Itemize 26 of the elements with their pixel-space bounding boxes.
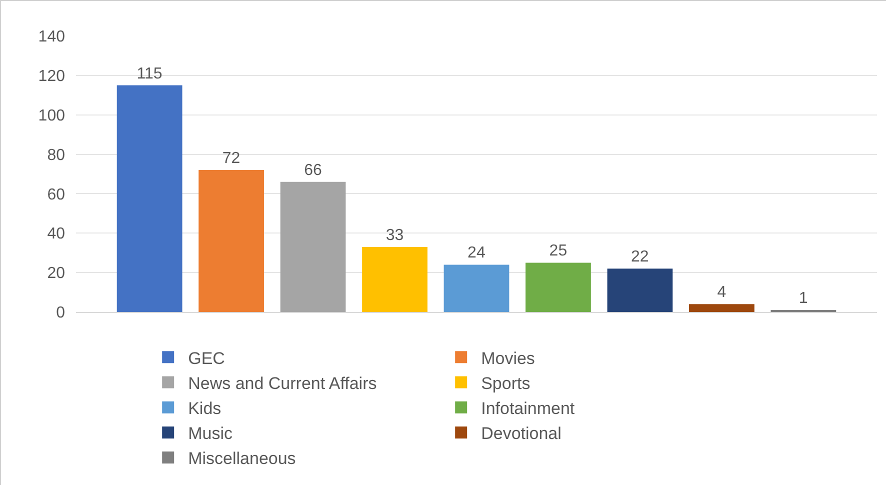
y-tick-label: 80 [47, 146, 66, 164]
data-label: 4 [717, 284, 726, 302]
legend-label: Infotainment [481, 398, 575, 418]
data-label: 22 [631, 248, 649, 266]
y-tick-label: 60 [47, 186, 66, 204]
y-tick-label: 0 [56, 304, 66, 322]
data-label: 66 [304, 162, 322, 179]
legend-label: Music [188, 424, 233, 444]
y-tick-label: 20 [47, 265, 66, 282]
data-label: 115 [136, 65, 162, 82]
data-label: 24 [468, 244, 486, 262]
data-label: 25 [549, 242, 568, 260]
legend-label: Sports [481, 374, 530, 393]
y-tick-label: 140 [38, 28, 66, 46]
legend-label: Kids [188, 398, 222, 418]
y-tick-label: 120 [38, 68, 66, 86]
legend-label: News and Current Affairs [188, 374, 377, 393]
legend-label: Miscellaneous [188, 449, 296, 468]
legend-label: Movies [481, 348, 535, 368]
y-tick-label: 100 [38, 107, 66, 124]
legend-label: Devotional [481, 424, 562, 444]
data-label: 1 [798, 290, 808, 307]
legend-label: GEC [188, 348, 225, 368]
data-label: 72 [222, 150, 240, 168]
data-label: 33 [386, 226, 404, 244]
y-tick-label: 40 [47, 226, 66, 243]
